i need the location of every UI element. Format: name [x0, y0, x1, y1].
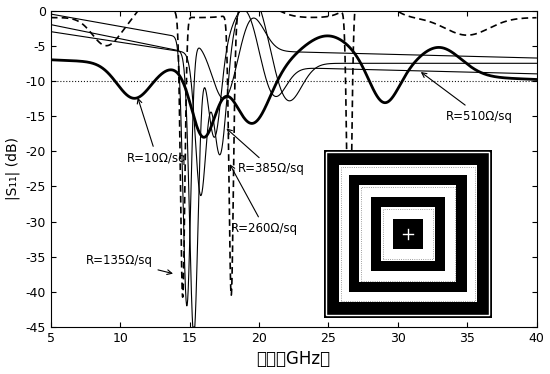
Text: R=260Ω/sq: R=260Ω/sq [230, 165, 298, 235]
Text: R=10Ω/sq: R=10Ω/sq [127, 99, 187, 165]
Y-axis label: |S₁₁| (dB): |S₁₁| (dB) [6, 137, 20, 200]
Text: R=135Ω/sq: R=135Ω/sq [86, 254, 172, 275]
Text: R=510Ω/sq: R=510Ω/sq [422, 73, 513, 123]
Text: R=385Ω/sq: R=385Ω/sq [227, 129, 305, 175]
X-axis label: 频率（GHz）: 频率（GHz） [257, 350, 331, 368]
